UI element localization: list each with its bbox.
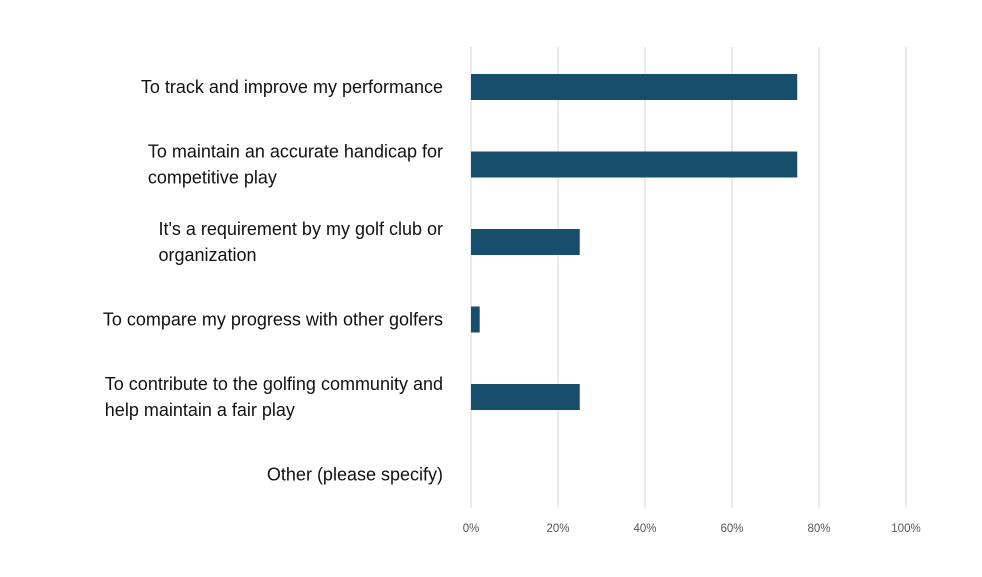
bars — [471, 74, 798, 410]
category-label-4: To contribute to the golfing community a… — [105, 374, 443, 420]
category-label-line: organization — [158, 245, 256, 265]
bar-0 — [471, 74, 798, 100]
gridlines — [470, 47, 907, 508]
category-label-2: It's a requirement by my golf club or org… — [158, 219, 443, 265]
bar-3 — [471, 306, 480, 333]
bar-2 — [471, 229, 580, 255]
category-label-line: competitive play — [148, 168, 277, 188]
x-tick-label-100: 100% — [891, 523, 920, 535]
category-label-line: To contribute to the golfing community a… — [105, 374, 443, 394]
category-label-line: help maintain a fair play — [105, 400, 295, 420]
category-label-line: Other (please specify) — [267, 465, 443, 485]
x-tick-label-40: 40% — [633, 523, 656, 535]
category-label-line: It's a requirement by my golf club or — [158, 219, 443, 239]
bar-1 — [471, 151, 798, 178]
x-tick-label-80: 80% — [807, 523, 830, 535]
x-tick-label-60: 60% — [720, 523, 743, 535]
category-label-line: To compare my progress with other golfer… — [103, 310, 443, 330]
category-label-3: To compare my progress with other golfer… — [103, 310, 443, 330]
x-tick-label-0: 0% — [463, 523, 480, 535]
category-label-line: To track and improve my performance — [141, 77, 443, 97]
x-tick-label-20: 20% — [546, 523, 569, 535]
category-labels: To track and improve my performance To ma… — [103, 77, 443, 485]
x-tick-labels: 0% 20% 40% 60% 80% 100% — [463, 523, 921, 535]
category-label-5: Other (please specify) — [267, 465, 443, 485]
category-label-line: To maintain an accurate handicap for — [148, 142, 443, 162]
bar-4 — [471, 384, 580, 410]
category-label-0: To track and improve my performance — [141, 77, 443, 97]
category-label-1: To maintain an accurate handicap for comp… — [148, 142, 443, 188]
